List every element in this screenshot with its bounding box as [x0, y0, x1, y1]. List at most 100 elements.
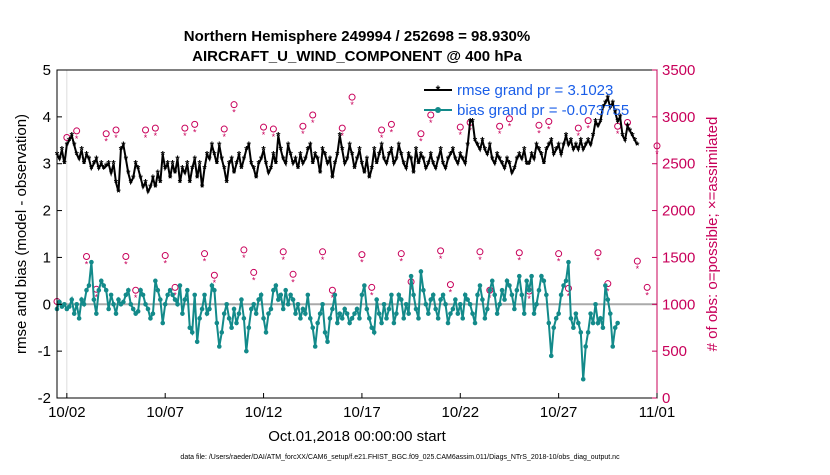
- bias-point: [366, 316, 372, 321]
- rmse-point: *: [269, 163, 274, 175]
- bias-point: [248, 306, 254, 312]
- obs-assimilated-marker: *: [281, 255, 285, 265]
- bias-point: [539, 273, 544, 279]
- rmse-point: *: [453, 154, 458, 166]
- bias-point: [470, 311, 475, 316]
- bias-point: [573, 311, 579, 316]
- rmse-point: *: [232, 168, 237, 180]
- rmse-point: *: [200, 182, 205, 194]
- y2-tick-label: 1000: [662, 296, 695, 313]
- rmse-point: *: [134, 159, 139, 171]
- rmse-point: *: [539, 149, 544, 161]
- bias-point: [450, 306, 456, 312]
- bias-point: [123, 292, 129, 298]
- rmse-point: *: [485, 149, 490, 161]
- rmse-point: *: [561, 140, 566, 152]
- rmse-point: *: [554, 145, 559, 157]
- rmse-point: *: [591, 131, 596, 143]
- rmse-point: *: [443, 163, 448, 175]
- rmse-point: *: [284, 159, 289, 171]
- obs-possible-marker: [643, 283, 651, 291]
- plot-area: ***** **** **** ******** *******************…: [38, 62, 696, 421]
- obs-possible-marker: [319, 248, 327, 256]
- bias-point: [153, 278, 158, 284]
- rmse-point: *: [584, 140, 589, 152]
- bias-point: [283, 287, 288, 293]
- rmse-point: *: [72, 140, 77, 152]
- rmse-point: *: [60, 145, 65, 157]
- bias-point: [396, 292, 402, 298]
- rmse-point: *: [397, 140, 402, 152]
- rmse-point: *: [308, 140, 313, 152]
- rmse-point: *: [303, 154, 308, 166]
- rmse-point: *: [588, 140, 593, 152]
- rmse-point: *: [500, 159, 505, 171]
- obs-possible-marker: [378, 126, 386, 134]
- bias-point: [526, 287, 532, 293]
- rmse-point: *: [229, 154, 234, 166]
- obs-assimilated-marker: *: [144, 133, 148, 143]
- rmse-point: *: [261, 145, 266, 157]
- bias-point: [364, 306, 370, 312]
- bias-point: [443, 301, 448, 307]
- bias-point: [325, 339, 330, 345]
- bias-point: [128, 301, 134, 307]
- rmse-point: *: [488, 140, 493, 152]
- obs-possible-marker: [574, 124, 582, 132]
- rmse-point: *: [347, 140, 352, 152]
- obs-assimilated-marker: *: [478, 255, 482, 265]
- bias-point: [317, 311, 323, 316]
- rmse-point: *: [416, 159, 421, 171]
- rmse-point: *: [92, 159, 97, 171]
- bias-point: [438, 297, 443, 302]
- bias-point: [391, 320, 397, 326]
- obs-possible-marker: [505, 115, 513, 123]
- rmse-point: *: [175, 154, 180, 166]
- rmse-point: *: [362, 168, 367, 180]
- bias-point: [157, 297, 163, 302]
- rmse-point: *: [517, 149, 522, 161]
- rmse-point: *: [109, 168, 114, 180]
- bias-point: [598, 316, 603, 321]
- obs-possible-marker: [368, 283, 376, 291]
- bias-point: [347, 320, 352, 326]
- obs-possible-marker: [210, 271, 218, 279]
- bias-point: [465, 297, 470, 302]
- bias-point: [603, 283, 608, 288]
- bias-point: [256, 297, 261, 302]
- bias-point: [531, 311, 537, 316]
- bias-point: [258, 292, 264, 298]
- bias-point: [303, 311, 308, 316]
- bias-point: [135, 309, 141, 314]
- obs-possible-marker: [260, 123, 268, 131]
- rmse-point: *: [222, 163, 227, 175]
- rmse-point: *: [79, 145, 84, 157]
- bias-point: [113, 311, 119, 316]
- rmse-point: *: [360, 159, 365, 171]
- bias-point: [472, 320, 478, 326]
- bias-point: [568, 316, 574, 321]
- obs-assimilated-marker: *: [272, 132, 276, 142]
- rmse-point: *: [483, 145, 488, 157]
- rmse-point: *: [463, 159, 468, 171]
- bias-point: [71, 311, 77, 316]
- y2-tick-label: 2000: [662, 203, 695, 220]
- bias-point: [62, 301, 67, 307]
- rmse-point: *: [451, 145, 456, 157]
- rmse-point: *: [333, 159, 338, 171]
- bias-point: [204, 311, 210, 316]
- y-tick-label: 5: [43, 62, 51, 79]
- obs-assimilated-marker: *: [586, 124, 590, 134]
- obs-possible-marker: [309, 111, 317, 119]
- obs-assimilated-marker: *: [606, 287, 610, 297]
- rmse-point: *: [121, 140, 126, 152]
- obs-possible-marker: [515, 249, 523, 257]
- bias-point: [212, 287, 217, 293]
- rmse-line: [56, 95, 639, 195]
- rmse-point: *: [510, 168, 515, 180]
- bias-point: [150, 311, 156, 316]
- obs-assimilated-marker: *: [104, 137, 108, 147]
- bias-point: [86, 283, 92, 288]
